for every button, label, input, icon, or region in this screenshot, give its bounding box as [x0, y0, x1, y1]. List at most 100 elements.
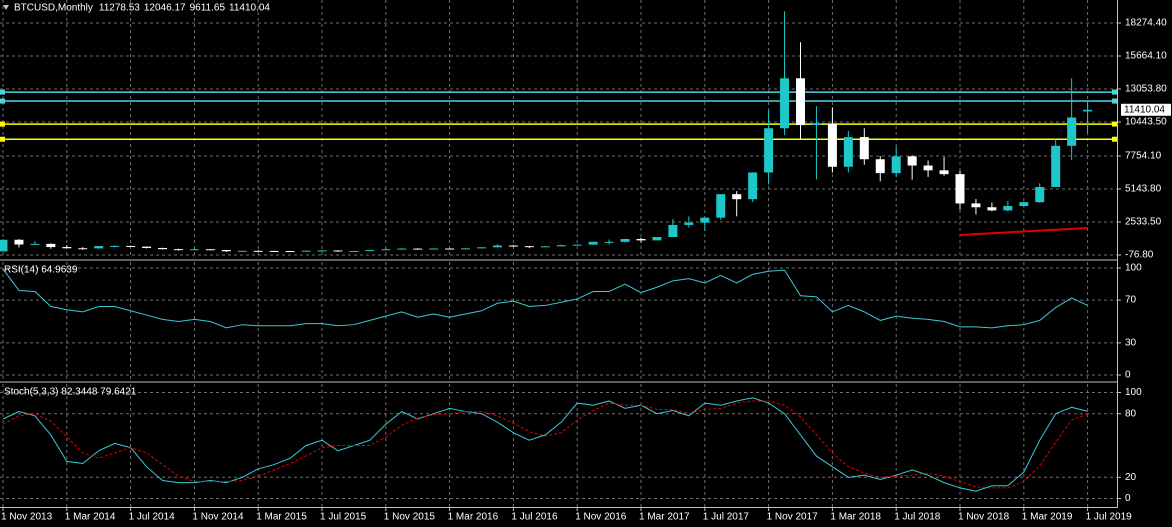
- candle-body: [827, 123, 837, 167]
- candle-body: [923, 165, 933, 171]
- y-tick-label: 70: [1125, 295, 1137, 306]
- candle-body: [875, 159, 885, 174]
- candle-body: [381, 249, 391, 251]
- candle-body: [189, 249, 199, 251]
- trend-line: [959, 227, 1088, 237]
- candle-body: [859, 137, 869, 160]
- candle-body: [397, 248, 407, 250]
- x-tick-label: 1 Jul 2014: [129, 512, 176, 523]
- candle-body: [891, 156, 901, 174]
- candle-body: [317, 250, 327, 252]
- y-tick-label: 0: [1125, 370, 1131, 381]
- candle-body: [524, 246, 534, 248]
- candle-body: [939, 170, 949, 175]
- candle-body: [843, 137, 853, 167]
- line-handle: [1112, 136, 1117, 142]
- candle-body: [1035, 187, 1045, 203]
- y-tick-label: 2533.50: [1125, 217, 1162, 228]
- candle-body: [429, 248, 439, 250]
- candle-body: [668, 224, 678, 238]
- y-tick-label: 7754.10: [1125, 151, 1162, 162]
- candle-body: [652, 237, 662, 241]
- candle-body: [413, 248, 423, 250]
- candle-body: [221, 249, 231, 252]
- candle-body: [811, 123, 821, 126]
- candle-body: [987, 207, 997, 211]
- candle-body: [1019, 202, 1029, 206]
- candle-body: [1083, 109, 1093, 112]
- x-tick-label: 1 Mar 2019: [1022, 512, 1073, 523]
- y-tick-label: 100: [1125, 387, 1142, 398]
- price-tag-label: 11410.04: [1124, 104, 1165, 115]
- candle-body: [94, 246, 104, 249]
- x-tick-label: 1 Nov 2015: [384, 512, 436, 523]
- x-tick-label: 1 Nov 2017: [767, 512, 819, 523]
- candle-body: [158, 247, 167, 250]
- candle-body: [796, 78, 805, 126]
- ohlc-value: 11410.04: [229, 3, 270, 14]
- candle-body: [62, 247, 72, 249]
- line-handle: [0, 89, 5, 95]
- candle-body: [684, 222, 694, 225]
- candle-body: [748, 172, 758, 200]
- candle-body: [46, 243, 56, 248]
- candle-body: [1067, 117, 1077, 146]
- candle-body: [365, 250, 375, 252]
- y-tick-label: 13053.80: [1125, 84, 1167, 95]
- candle-body: [540, 246, 550, 248]
- candle-body: [1051, 145, 1061, 188]
- symbol-icon: [3, 5, 9, 10]
- candle-body: [237, 250, 247, 252]
- line-handle: [1112, 121, 1117, 127]
- candle-body: [205, 249, 215, 251]
- candle-body: [604, 241, 614, 243]
- candle-body: [780, 78, 790, 129]
- candle-body: [173, 249, 183, 251]
- x-tick-label: 1 Mar 2018: [830, 512, 881, 523]
- ohlc-value: 11278.53: [99, 3, 140, 14]
- panel-title: RSI(14) 64.9639: [4, 265, 78, 276]
- candle-body: [333, 250, 343, 252]
- x-tick-label: 1 Jul 2015: [320, 512, 367, 523]
- y-tick-label: 30: [1125, 338, 1137, 349]
- line-handle: [0, 136, 5, 142]
- ohlc-value: 12046.17: [144, 3, 186, 14]
- indicator-line: [2, 400, 1088, 489]
- candle-body: [508, 245, 518, 247]
- candle-body: [78, 248, 88, 250]
- panel-title: Stoch(5,3,3) 82.3448 79.6421: [4, 387, 137, 398]
- candle-body: [588, 241, 598, 245]
- candle-body: [907, 156, 917, 166]
- line-handle: [1112, 89, 1117, 95]
- candle-body: [349, 251, 359, 253]
- indicator-line: [2, 268, 1088, 329]
- candle-body: [461, 248, 471, 250]
- line-handle: [0, 98, 5, 104]
- x-tick-label: 1 Nov 2018: [958, 512, 1010, 523]
- candle-body: [0, 239, 8, 252]
- candle-body: [1003, 205, 1013, 211]
- x-tick-label: 1 Jul 2019: [1086, 512, 1133, 523]
- line-handle: [0, 121, 5, 127]
- x-tick-label: 1 Nov 2016: [575, 512, 627, 523]
- candle-body: [955, 174, 965, 204]
- indicator-line: [2, 397, 1088, 492]
- x-tick-label: 1 Jul 2016: [511, 512, 558, 523]
- x-tick-label: 1 Mar 2017: [639, 512, 690, 523]
- candle-body: [253, 250, 263, 252]
- candle-body: [269, 250, 279, 252]
- ohlc-value: 9611.65: [190, 3, 226, 14]
- x-tick-label: 1 Mar 2015: [256, 512, 307, 523]
- candle-body: [142, 246, 152, 248]
- x-tick-label: 1 Mar 2014: [65, 512, 116, 523]
- x-tick-label: 1 Mar 2016: [448, 512, 499, 523]
- candle-body: [445, 248, 455, 250]
- x-tick-label: 1 Nov 2014: [192, 512, 244, 523]
- y-tick-label: 100: [1125, 263, 1142, 274]
- y-tick-label: 0: [1125, 493, 1131, 504]
- y-tick-label: 10443.50: [1125, 117, 1167, 128]
- candle-body: [732, 194, 742, 200]
